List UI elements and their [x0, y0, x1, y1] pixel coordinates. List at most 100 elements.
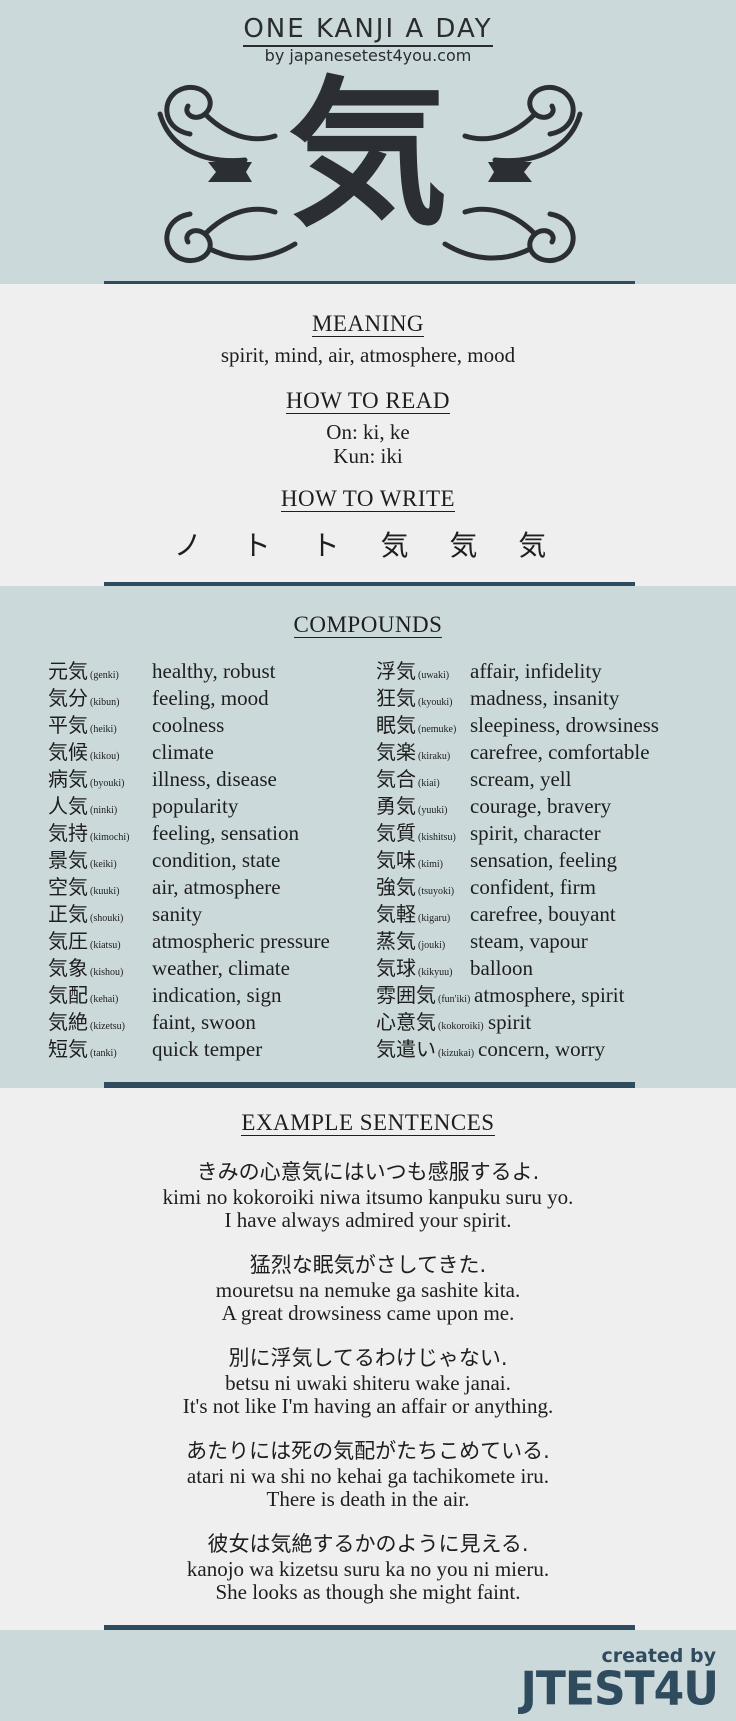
compound-row: 気候 (kikou) climate — [48, 739, 214, 766]
compound-meaning: madness, insanity — [470, 686, 620, 710]
example-sentence: きみの心意気にはいつも感服するよ. kimi no kokoroiki niwa… — [0, 1158, 736, 1232]
jtest4u-logo: JTEST4U — [520, 1662, 719, 1717]
compound-kanji: 気球 — [376, 956, 416, 980]
example-sentence: 別に浮気してるわけじゃない. betsu ni uwaki shiteru wa… — [0, 1344, 736, 1418]
compound-meaning: feeling, mood — [152, 686, 269, 710]
compound-kanji: 気象 — [48, 956, 88, 980]
example-english: She looks as though she might faint. — [215, 1580, 521, 1604]
compound-kanji: 正気 — [48, 902, 88, 926]
compound-kanji: 蒸気 — [376, 929, 416, 953]
compound-kanji: 平気 — [48, 713, 88, 737]
compound-meaning: affair, infidelity — [470, 659, 602, 683]
example-english: A great drowsiness came upon me. — [221, 1301, 515, 1325]
compound-row: 気圧 (kiatsu) atmospheric pressure — [48, 928, 330, 955]
compound-romaji: (tsuyoki) — [418, 886, 455, 897]
compound-row: 狂気 (kyouki) madness, insanity — [376, 685, 619, 712]
divider — [104, 1082, 635, 1091]
compound-meaning: spirit — [488, 1010, 532, 1034]
compound-row: 人気 (ninki) popularity — [48, 793, 238, 820]
info-section: MEANING spirit, mind, air, atmosphere, m… — [0, 284, 736, 586]
compound-row: 心意気 (kokoroiki) spirit — [376, 1009, 531, 1036]
compound-meaning: climate — [152, 740, 214, 764]
compound-row: 浮気 (uwaki) affair, infidelity — [376, 658, 602, 685]
stroke-step-6: 気 — [518, 529, 563, 562]
compound-row: 気持 (kimochi) feeling, sensation — [48, 820, 299, 847]
stroke-step-1: ノ — [173, 529, 218, 562]
compound-row: 気遣い (kizukai) concern, worry — [376, 1036, 605, 1063]
compounds-section: COMPOUNDS 元気 (genki) healthy, robust 気分 (kib… — [0, 586, 736, 1088]
on-reading: On: ki, ke — [326, 420, 410, 444]
example-japanese: あたりには死の気配がたちこめている. — [186, 1439, 550, 1463]
compound-meaning: popularity — [152, 794, 239, 818]
compound-row: 景気 (keiki) condition, state — [48, 847, 280, 874]
kun-reading: Kun: iki — [333, 444, 403, 468]
compound-kanji: 気分 — [48, 686, 88, 710]
compound-kanji: 元気 — [48, 659, 88, 683]
compound-romaji: (yuuki) — [418, 805, 448, 816]
compound-kanji: 気絶 — [48, 1010, 88, 1034]
compound-row: 眠気 (nemuke) sleepiness, drowsiness — [376, 712, 659, 739]
compound-romaji: (kiraku) — [418, 751, 451, 762]
compounds-left-column: 元気 (genki) healthy, robust 気分 (kibun) feeling… — [48, 658, 330, 1063]
compound-row: 病気 (byouki) illness, disease — [48, 766, 277, 793]
compounds-heading-text: COMPOUNDS — [293, 612, 443, 638]
compound-meaning: carefree, comfortable — [470, 740, 650, 764]
compound-meaning: spirit, character — [470, 821, 601, 845]
compound-row: 気象 (kishou) weather, climate — [48, 955, 290, 982]
compound-row: 気軽 (kigaru) carefree, bouyant — [376, 901, 616, 928]
compound-romaji: (ninki) — [90, 805, 118, 816]
example-sentence: 猛烈な眠気がさしてきた. mouretsu na nemuke ga sashi… — [0, 1251, 736, 1325]
stroke-step-4: 気 — [380, 529, 425, 562]
compound-kanji: 気候 — [48, 740, 88, 764]
compound-row: 元気 (genki) healthy, robust — [48, 658, 275, 685]
example-romaji: mouretsu na nemuke ga sashite kita. — [215, 1278, 521, 1302]
compound-kanji: 気配 — [48, 983, 88, 1007]
compound-romaji: (heiki) — [90, 724, 117, 735]
featured-kanji: 気 — [287, 61, 448, 248]
write-heading-text: HOW TO WRITE — [280, 486, 456, 512]
compound-kanji: 病気 — [48, 767, 88, 791]
compound-meaning: coolness — [152, 713, 225, 737]
compound-romaji: (fun'iki) — [438, 994, 471, 1005]
compound-row: 気絶 (kizetsu) faint, swoon — [48, 1009, 256, 1036]
compound-kanji: 気持 — [48, 821, 88, 845]
compound-romaji: (keiki) — [90, 859, 117, 870]
compound-kanji: 眠気 — [376, 713, 416, 737]
example-romaji: kimi no kokoroiki niwa itsumo kanpuku su… — [162, 1185, 574, 1209]
compound-meaning: indication, sign — [152, 983, 282, 1007]
compound-row: 空気 (kuuki) air, atmosphere — [48, 874, 281, 901]
example-english: There is death in the air. — [266, 1487, 470, 1511]
compound-row: 気配 (kehai) indication, sign — [48, 982, 282, 1009]
compound-kanji: 気質 — [376, 821, 416, 845]
compound-romaji: (genki) — [90, 670, 119, 681]
compound-row: 気質 (kishitsu) spirit, character — [376, 820, 601, 847]
compound-kanji: 雰囲気 — [376, 983, 436, 1007]
example-romaji: kanojo wa kizetsu suru ka no you ni mier… — [186, 1557, 550, 1581]
compound-kanji: 気遣い — [376, 1037, 436, 1061]
compound-meaning: weather, climate — [152, 956, 290, 980]
compound-romaji: (kyouki) — [418, 697, 453, 708]
example-romaji: atari ni wa shi no kehai ga tachikomete … — [186, 1464, 550, 1488]
header-band: ONE KANJI A DAY by japanesetest4you.com … — [0, 0, 736, 284]
example-sentence: あたりには死の気配がたちこめている. atari ni wa shi no ke… — [0, 1437, 736, 1511]
compound-romaji: (kibun) — [90, 697, 120, 708]
compound-meaning: air, atmosphere — [152, 875, 281, 899]
compound-kanji: 人気 — [48, 794, 88, 818]
example-english: I have always admired your spirit. — [224, 1208, 512, 1232]
compound-romaji: (uwaki) — [418, 670, 450, 681]
compound-kanji: 心意気 — [376, 1010, 436, 1034]
compound-meaning: scream, yell — [470, 767, 572, 791]
compound-kanji: 狂気 — [376, 686, 416, 710]
compound-row: 気味 (kimi) sensation, feeling — [376, 847, 617, 874]
compound-romaji: (kikou) — [90, 751, 120, 762]
compound-romaji: (kokoroiki) — [438, 1021, 484, 1032]
compound-meaning: illness, disease — [152, 767, 277, 791]
compound-row: 気楽 (kiraku) carefree, comfortable — [376, 739, 650, 766]
example-sentence: 彼女は気絶するかのように見える. kanojo wa kizetsu suru … — [0, 1530, 736, 1604]
compound-romaji: (kizetsu) — [90, 1021, 125, 1032]
compound-meaning: sanity — [152, 902, 203, 926]
compound-kanji: 景気 — [48, 848, 88, 872]
compounds-heading: COMPOUNDS — [0, 612, 736, 638]
compound-meaning: feeling, sensation — [152, 821, 299, 845]
compound-kanji: 強気 — [376, 875, 416, 899]
